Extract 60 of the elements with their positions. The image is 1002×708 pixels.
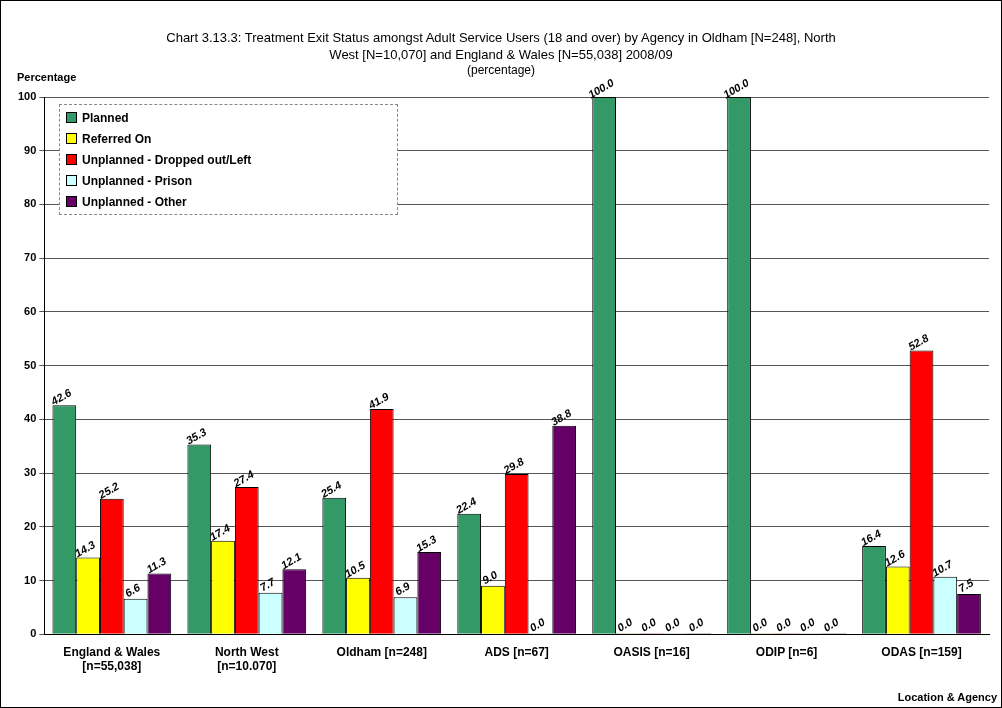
y-axis-title: Percentage xyxy=(17,71,77,83)
legend-label: Unplanned - Prison xyxy=(82,173,193,188)
data-label: 11.3 xyxy=(144,554,169,576)
x-tick-label: Oldham [n=248] xyxy=(336,644,427,659)
chart-subtitle: (percentage) xyxy=(465,63,536,77)
data-label: 6.9 xyxy=(392,579,413,598)
data-label: 27.4 xyxy=(230,467,256,490)
data-label: 0.0 xyxy=(638,615,659,634)
data-label: 10.7 xyxy=(929,557,956,579)
x-tick-label: OASIS [n=16] xyxy=(613,644,690,659)
y-tick-label: 80 xyxy=(24,197,37,210)
y-tick-label: 10 xyxy=(24,573,37,586)
data-label: 25.4 xyxy=(317,478,344,501)
data-label: 42.6 xyxy=(47,385,75,408)
data-label: 0.0 xyxy=(686,615,706,634)
legend-label: Unplanned - Other xyxy=(82,194,187,209)
y-tick-label: 70 xyxy=(24,251,37,264)
data-label: 17.4 xyxy=(207,521,233,543)
data-label: 52.8 xyxy=(906,330,932,353)
data-label: 14.3 xyxy=(72,538,98,560)
legend-label: Referred On xyxy=(82,131,152,146)
data-label: 12.1 xyxy=(278,550,304,572)
data-label: 10.5 xyxy=(342,558,368,580)
x-tick-label: ODIP [n=6] xyxy=(755,644,818,659)
data-label: 15.3 xyxy=(413,532,439,554)
y-tick-label: 90 xyxy=(24,143,37,156)
y-tick-label: 40 xyxy=(24,412,37,425)
data-label: 0.0 xyxy=(615,615,635,634)
data-label: 38.8 xyxy=(548,406,574,428)
data-label: 9.0 xyxy=(480,568,500,587)
chart-title: Chart 3.13.3: Treatment Exit Status amongst Adult Service Users (18 and over) by Agency in Oldham [N=248], North West [N=10,070] and England & Wales [N=55,038] 2008/09 xyxy=(165,29,837,63)
data-label: 0.0 xyxy=(773,615,793,634)
data-label: 6.6 xyxy=(122,580,143,600)
data-label: 7.5 xyxy=(956,575,977,595)
x-tick-label: England & Wales [n=55,038] xyxy=(63,644,161,674)
data-label: 0.0 xyxy=(662,615,682,634)
y-tick-label: 20 xyxy=(24,519,37,532)
y-tick-label: 100 xyxy=(17,90,37,103)
data-label: 41.9 xyxy=(365,389,392,412)
data-label: 35.3 xyxy=(183,425,209,447)
data-label: 7.7 xyxy=(257,574,278,594)
x-tick-label: ADS [n=67] xyxy=(484,644,549,659)
x-tick-label: North West [n=10.070] xyxy=(214,644,279,674)
data-label: 22.4 xyxy=(452,494,479,517)
y-tick-label: 50 xyxy=(24,358,37,371)
data-label: 0.0 xyxy=(527,615,547,634)
legend-label: Unplanned - Dropped out/Left xyxy=(82,152,252,167)
legend-label: Planned xyxy=(82,110,129,125)
y-tick-label: 0 xyxy=(30,627,37,640)
data-label: 29.8 xyxy=(500,454,527,477)
x-axis-title: Location & Agency xyxy=(897,691,997,703)
data-label: 12.6 xyxy=(882,546,908,569)
data-label: 16.4 xyxy=(858,526,884,549)
x-tick-label: ODAS [n=159] xyxy=(881,644,962,659)
data-label: 25.2 xyxy=(95,479,121,502)
y-tick-label: 30 xyxy=(24,466,37,479)
data-label: 0.0 xyxy=(821,615,841,634)
data-label: 0.0 xyxy=(797,615,817,634)
data-label: 0.0 xyxy=(749,615,770,634)
y-tick-label: 60 xyxy=(24,304,37,317)
